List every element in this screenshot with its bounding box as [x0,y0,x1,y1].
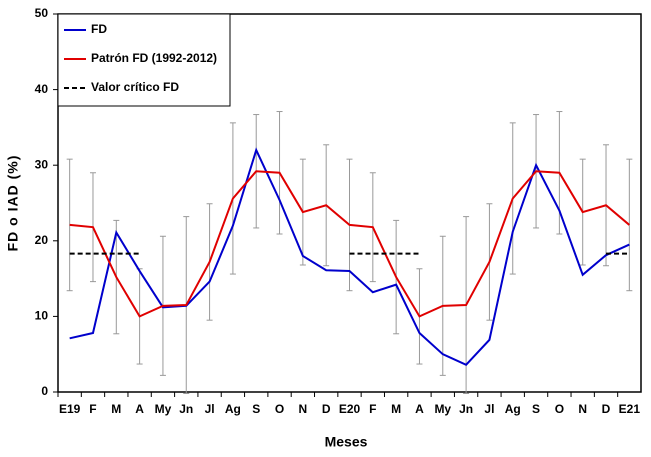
x-axis-label: Meses [325,434,368,450]
series-line [69,147,630,366]
y-tick-label: 0 [41,384,48,398]
x-tick-label: E21 [619,402,641,416]
x-tick-label: My [434,402,451,416]
x-tick-label: Jn [179,402,193,416]
y-tick-label: 40 [35,82,49,96]
x-tick-label: Ag [225,402,241,416]
x-tick-label: A [135,402,144,416]
series-line [69,170,630,318]
y-tick-label: 10 [35,309,49,323]
x-tick-label: Ag [505,402,521,416]
x-tick-label: F [89,402,96,416]
x-tick-label: N [299,402,308,416]
x-tick-label: S [532,402,540,416]
legend-label: FD [91,22,107,36]
x-tick-label: O [275,402,284,416]
x-tick-label: Jl [484,402,494,416]
x-tick-label: Jn [459,402,473,416]
y-axis-label: FD o IAD (%) [5,155,21,252]
x-tick-label: F [369,402,376,416]
x-tick-label: My [155,402,172,416]
y-tick-label: 30 [35,157,49,171]
x-tick-label: M [111,402,121,416]
plot-frame [57,13,642,393]
x-tick-label: D [602,402,611,416]
y-tick-label: 20 [35,233,49,247]
y-tick-label: 50 [35,6,49,20]
x-tick-label: E19 [59,402,81,416]
legend-label: Patrón FD (1992-2012) [91,51,217,65]
x-tick-label: N [578,402,587,416]
x-tick-label: E20 [339,402,361,416]
x-tick-label: D [322,402,331,416]
legend-box [57,13,231,107]
x-tick-label: S [252,402,260,416]
x-tick-label: O [555,402,564,416]
x-tick-label: A [415,402,424,416]
x-tick-label: Jl [205,402,215,416]
legend-label: Valor crítico FD [91,80,179,94]
x-tick-label: M [391,402,401,416]
